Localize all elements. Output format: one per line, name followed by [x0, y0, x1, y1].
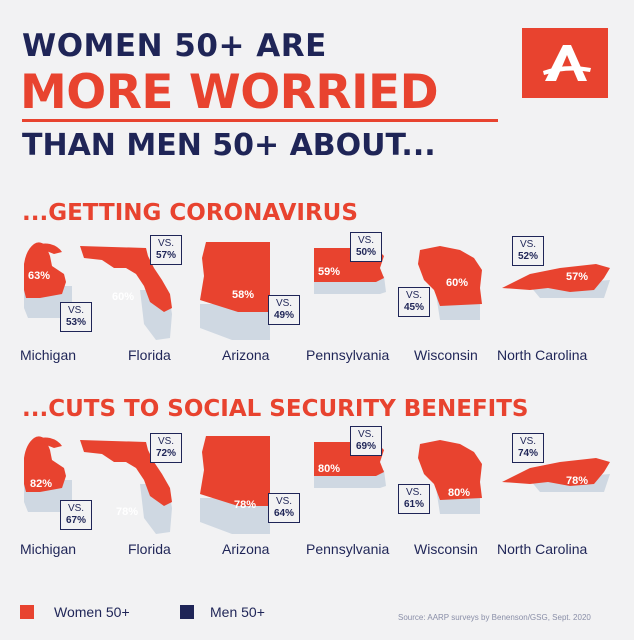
vs-label: VS.: [405, 290, 423, 301]
florida-map: 60%: [80, 246, 172, 340]
state-name-pennsylvania: Pennsylvania: [306, 541, 390, 557]
michigan-men-box: VS. 53%: [60, 302, 92, 332]
pennsylvania-women-pct: 80%: [318, 463, 340, 475]
legend-label-men: Men 50+: [210, 604, 265, 620]
wisconsin-women-pct: 80%: [448, 487, 470, 499]
vs-label: VS.: [275, 298, 293, 309]
wisconsin-women-pct: 60%: [446, 277, 468, 289]
vs-label: VS.: [357, 429, 375, 440]
arizona-women-pct: 58%: [232, 289, 254, 301]
arizona-map: 58%: [200, 242, 270, 340]
headline-line-3: THAN MEN 50+ ABOUT...: [22, 128, 436, 163]
state-name-michigan: Michigan: [20, 541, 77, 557]
wisconsin-men-pct: 45%: [403, 302, 424, 313]
wisconsin-men-pct: 61%: [403, 499, 424, 510]
state-name-arizona: Arizona: [222, 347, 270, 363]
north-carolina-women-pct: 57%: [566, 271, 588, 283]
arizona-men-pct: 49%: [273, 310, 294, 321]
wisconsin-map: 60%: [418, 246, 482, 320]
florida-men-box: VS. 57%: [150, 235, 182, 265]
section-title-social-security: ...CUTS TO SOCIAL SECURITY BENEFITS: [22, 396, 529, 422]
vs-label: VS.: [67, 305, 85, 316]
state-name-pennsylvania: Pennsylvania: [306, 347, 390, 363]
michigan-women-pct: 63%: [28, 270, 50, 282]
state-name-michigan: Michigan: [20, 347, 77, 363]
florida-men-box: VS. 72%: [150, 433, 182, 463]
state-name-wisconsin: Wisconsin: [414, 541, 478, 557]
aarp-logo: [522, 28, 608, 98]
florida-map: 78%: [80, 440, 172, 534]
north-carolina-men-pct: 52%: [517, 251, 538, 262]
florida-men-pct: 57%: [155, 250, 176, 261]
florida-women-pct: 78%: [116, 506, 138, 518]
vs-label: VS.: [405, 487, 423, 498]
source-note: Source: AARP surveys by Benenson/GSG, Se…: [398, 613, 591, 622]
vs-label: VS.: [275, 496, 293, 507]
vs-label: VS.: [357, 235, 375, 246]
michigan-women-pct: 82%: [30, 478, 52, 490]
north-carolina-men-pct: 74%: [517, 448, 538, 459]
section-title-coronavirus: ...GETTING CORONAVIRUS: [22, 200, 358, 226]
vs-label: VS.: [67, 503, 85, 514]
north-carolina-map: 57%: [502, 264, 610, 298]
vs-label: VS.: [519, 239, 537, 250]
wisconsin-men-box: VS. 45%: [398, 287, 430, 317]
state-name-arizona: Arizona: [222, 541, 270, 557]
legend-swatch-women: [20, 605, 34, 619]
michigan-men-pct: 53%: [65, 317, 86, 328]
headline-line-1: WOMEN 50+ ARE: [22, 28, 327, 64]
state-name-florida: Florida: [128, 541, 171, 557]
wisconsin-men-box: VS. 61%: [398, 484, 430, 514]
pennsylvania-men-pct: 50%: [355, 247, 376, 258]
michigan-men-pct: 67%: [65, 515, 86, 526]
headline-line-2: MORE WORRIED: [20, 65, 439, 120]
legend-label-women: Women 50+: [54, 604, 130, 620]
michigan-men-box: VS. 67%: [60, 500, 92, 530]
pennsylvania-women-pct: 59%: [318, 266, 340, 278]
state-name-north-carolina: North Carolina: [497, 347, 588, 363]
north-carolina-map: 78%: [502, 458, 610, 492]
state-name-florida: Florida: [128, 347, 171, 363]
florida-men-pct: 72%: [155, 448, 176, 459]
florida-women-pct: 60%: [112, 291, 134, 303]
pennsylvania-men-box: VS. 69%: [350, 426, 382, 456]
arizona-men-box: VS. 64%: [268, 493, 300, 523]
aarp-a-logo-icon: [543, 45, 591, 81]
state-name-north-carolina: North Carolina: [497, 541, 588, 557]
arizona-men-box: VS. 49%: [268, 295, 300, 325]
legend-swatch-men: [180, 605, 194, 619]
pennsylvania-men-pct: 69%: [355, 441, 376, 452]
vs-label: VS.: [157, 436, 175, 447]
arizona-women-pct: 78%: [234, 499, 256, 511]
arizona-map: 78%: [200, 436, 270, 534]
wisconsin-map: 80%: [418, 440, 482, 514]
pennsylvania-men-box: VS. 50%: [350, 232, 382, 262]
vs-label: VS.: [519, 436, 537, 447]
arizona-men-pct: 64%: [273, 508, 294, 519]
north-carolina-men-box: VS. 74%: [512, 433, 544, 463]
north-carolina-women-pct: 78%: [566, 475, 588, 487]
michigan-map: 63%: [24, 242, 72, 318]
headline-underline: [22, 119, 498, 122]
vs-label: VS.: [157, 238, 175, 249]
state-name-wisconsin: Wisconsin: [414, 347, 478, 363]
north-carolina-men-box: VS. 52%: [512, 236, 544, 266]
